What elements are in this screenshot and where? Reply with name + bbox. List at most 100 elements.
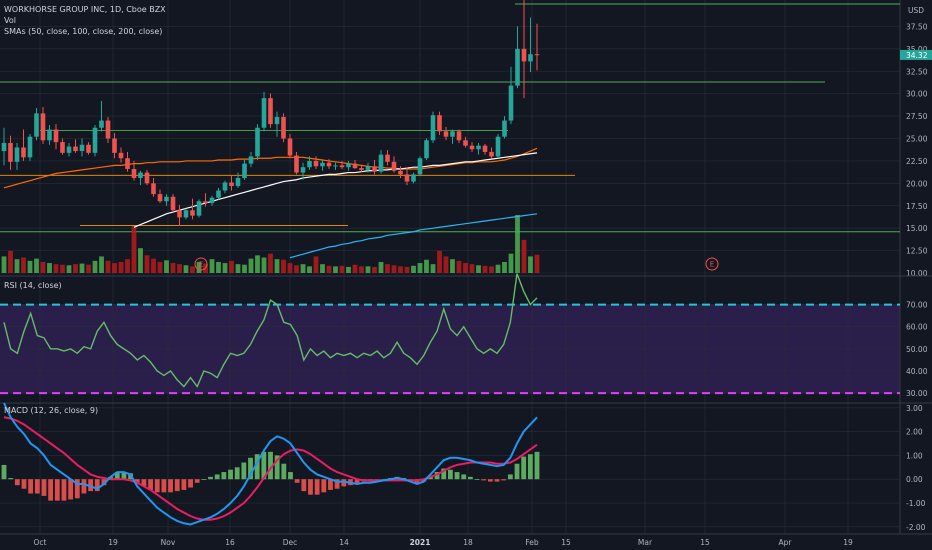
- rsi-line: [3, 273, 538, 388]
- volume-bar: [495, 264, 501, 273]
- macd-histogram-bar: [454, 472, 460, 480]
- volume-bar: [450, 259, 455, 273]
- volume-bar: [300, 264, 306, 273]
- candle-body: [528, 54, 533, 62]
- volume-bar: [508, 253, 514, 273]
- candle-body: [170, 196, 176, 211]
- earnings-marker: E: [194, 257, 208, 271]
- candle-body: [242, 163, 247, 178]
- candle-body: [274, 116, 280, 125]
- volume-bar: [144, 255, 150, 273]
- macd-histogram-bar: [168, 479, 173, 493]
- candle-body: [79, 144, 85, 152]
- macd-histogram-bar: [447, 469, 453, 480]
- candle-body: [196, 201, 202, 216]
- volume-bar: [463, 263, 468, 273]
- macd-histogram-bar: [354, 479, 360, 484]
- volume-bar: [359, 266, 364, 273]
- candle-body: [456, 131, 462, 141]
- candle-body: [378, 154, 384, 172]
- volume-bar: [339, 265, 345, 273]
- candle-body: [99, 120, 104, 128]
- macd-histogram-bar: [134, 479, 140, 483]
- volume-bar: [53, 264, 59, 273]
- volume-bar: [47, 263, 52, 273]
- last-price-label: 34.32: [906, 51, 928, 60]
- volume-bar: [417, 263, 423, 273]
- time-tick-label: Feb: [525, 538, 539, 547]
- macd-histogram-bar: [41, 479, 47, 496]
- candle-body: [489, 151, 494, 157]
- volume-bar: [326, 265, 332, 273]
- macd-histogram-bar: [1, 464, 7, 480]
- candle-body: [359, 168, 364, 170]
- volume-bar: [294, 265, 299, 273]
- macd-histogram-bar: [174, 479, 180, 492]
- macd-tick-label: 0.00: [906, 475, 923, 484]
- macd-histogram-bar: [288, 472, 293, 480]
- price-tick-label: 27.50: [906, 112, 928, 121]
- macd-histogram-bar: [28, 479, 34, 494]
- candle-body: [86, 144, 91, 153]
- volume-bar: [125, 259, 130, 273]
- time-tick-label: Dec: [283, 538, 298, 547]
- candle-body: [287, 138, 293, 156]
- price-tick-label: 10.00: [906, 269, 928, 278]
- candle-body: [8, 142, 13, 162]
- candle-body: [411, 174, 416, 182]
- sma-label: SMAs (50, close, 100, close, 200, close): [4, 27, 163, 36]
- volume-bar: [112, 263, 117, 273]
- macd-histogram-bar: [194, 479, 200, 483]
- macd-histogram-bar: [461, 474, 467, 480]
- candle-body: [450, 131, 455, 137]
- sma100-line: [3, 147, 538, 189]
- macd-tick-label: -2.00: [906, 523, 926, 532]
- volume-bar: [424, 259, 429, 273]
- macd-tick-label: -1.00: [906, 499, 926, 508]
- macd-histogram-bar: [268, 451, 273, 480]
- volume-bar: [469, 264, 475, 273]
- volume-bar: [437, 250, 442, 273]
- macd-histogram-bar: [94, 479, 100, 492]
- macd-histogram-bar: [61, 479, 67, 501]
- macd-histogram-bar: [208, 476, 213, 480]
- macd-histogram-bar: [334, 479, 340, 489]
- volume-bar: [365, 266, 371, 273]
- macd-histogram-bar: [441, 468, 447, 480]
- macd-histogram-bar: [487, 479, 493, 482]
- candle-body: [268, 98, 273, 125]
- macd-histogram-bar: [281, 463, 287, 480]
- candle-body: [339, 165, 345, 168]
- sma-legend: SMAs (50, close, 100, close, 200, close): [4, 27, 162, 36]
- macd-histogram-bar: [328, 479, 333, 490]
- candle-body: [125, 158, 130, 169]
- candle-body: [352, 163, 358, 169]
- volume-bar: [261, 257, 267, 273]
- candle-body: [183, 210, 189, 218]
- candle-body: [53, 129, 59, 143]
- rsi-legend: RSI (14, close): [4, 281, 62, 290]
- rsi-label: RSI (14, close): [4, 281, 62, 290]
- volume-bar: [177, 264, 182, 273]
- candle-body: [1, 142, 7, 152]
- time-tick-label: Nov: [161, 538, 176, 547]
- volume-bar: [268, 253, 273, 273]
- volume-bar: [307, 266, 312, 273]
- candle-body: [281, 116, 286, 139]
- candle-body: [502, 120, 507, 137]
- macd-tick-label: 1.00: [906, 451, 923, 460]
- candle-body: [248, 156, 254, 164]
- candle-body: [417, 158, 423, 175]
- time-tick-label: 2021: [410, 538, 431, 547]
- macd-histogram-bar: [274, 455, 280, 480]
- time-tick-label: 16: [225, 538, 235, 547]
- volume-bar: [40, 261, 46, 273]
- candle-body: [515, 48, 520, 86]
- candle-body: [443, 131, 449, 137]
- candle-body: [437, 115, 442, 132]
- macd-histogram-bar: [494, 479, 500, 482]
- candle-body: [164, 196, 169, 202]
- price-tick-label: 25.00: [906, 135, 928, 144]
- volume-bar: [502, 261, 507, 273]
